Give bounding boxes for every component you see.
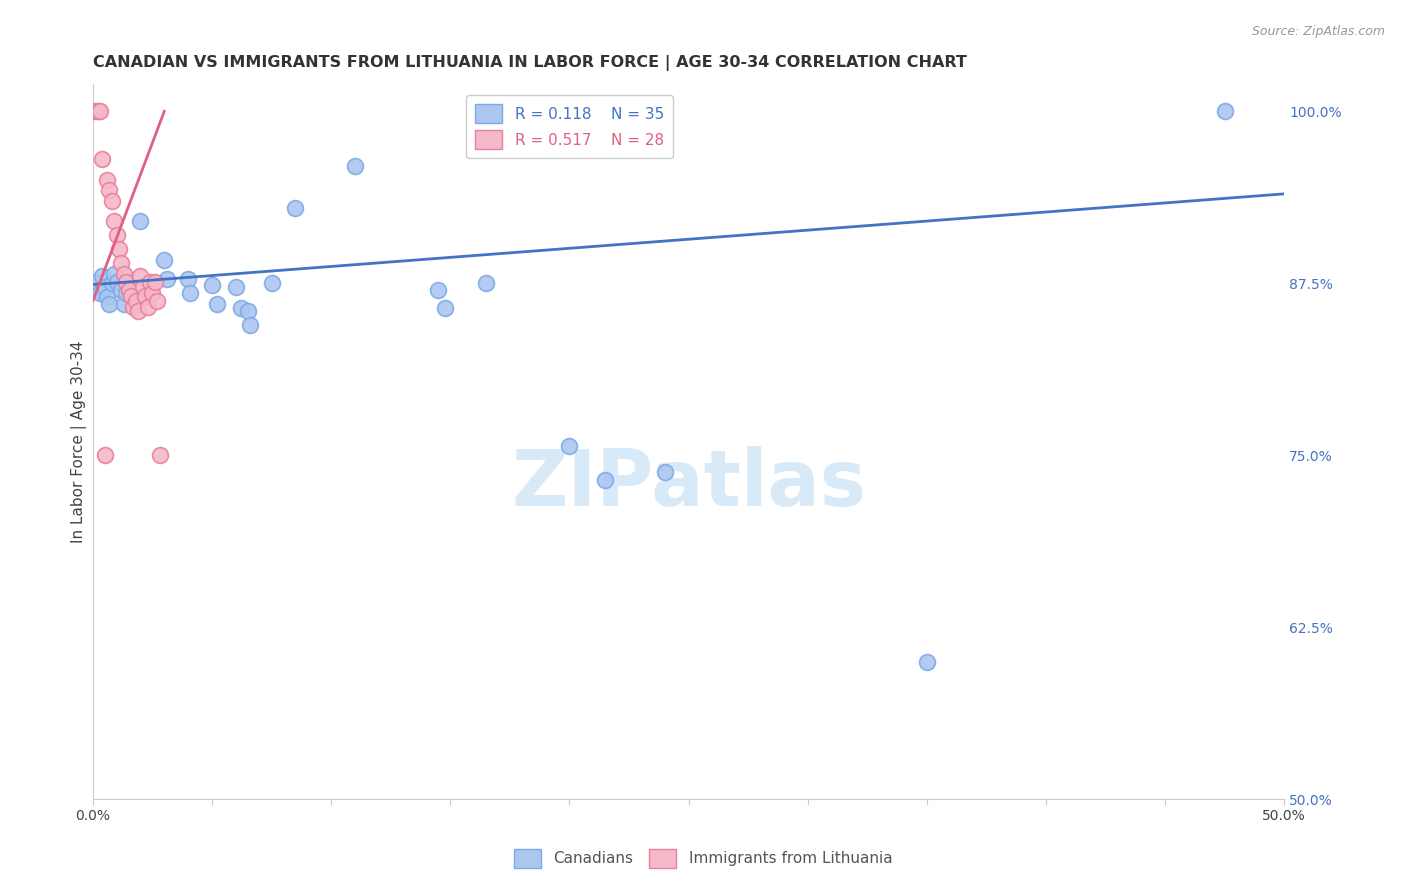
Point xyxy=(132,280,155,294)
Point xyxy=(89,285,111,300)
Point xyxy=(86,283,108,297)
Point xyxy=(96,173,118,187)
Point xyxy=(129,214,152,228)
Point xyxy=(434,301,457,315)
Point xyxy=(110,255,132,269)
Point xyxy=(201,277,224,292)
Point xyxy=(103,267,125,281)
Point xyxy=(141,285,163,300)
Point xyxy=(136,300,159,314)
Legend: Canadians, Immigrants from Lithuania: Canadians, Immigrants from Lithuania xyxy=(508,843,898,873)
Point xyxy=(96,290,118,304)
Point xyxy=(225,280,247,294)
Point xyxy=(98,297,121,311)
Point xyxy=(179,285,201,300)
Point xyxy=(205,297,228,311)
Text: ZIPatlas: ZIPatlas xyxy=(510,446,866,523)
Point xyxy=(112,267,135,281)
Point xyxy=(284,201,307,215)
Point xyxy=(593,473,616,487)
Point xyxy=(129,269,152,284)
Point xyxy=(98,183,121,197)
Y-axis label: In Labor Force | Age 30-34: In Labor Force | Age 30-34 xyxy=(72,340,87,542)
Point xyxy=(101,277,124,291)
Point xyxy=(93,448,115,462)
Point xyxy=(105,275,128,289)
Point xyxy=(146,294,169,309)
Point xyxy=(84,275,107,289)
Point xyxy=(103,214,125,228)
Point xyxy=(91,153,114,167)
Point xyxy=(84,104,107,119)
Point xyxy=(148,448,170,462)
Point xyxy=(915,655,938,669)
Point xyxy=(93,280,115,294)
Point xyxy=(125,294,148,309)
Point xyxy=(239,318,262,332)
Point xyxy=(654,465,676,479)
Text: Source: ZipAtlas.com: Source: ZipAtlas.com xyxy=(1251,25,1385,38)
Point xyxy=(115,285,138,300)
Point xyxy=(117,283,139,297)
Legend: R = 0.118    N = 35, R = 0.517    N = 28: R = 0.118 N = 35, R = 0.517 N = 28 xyxy=(465,95,673,158)
Point xyxy=(110,283,132,297)
Point xyxy=(1213,104,1236,119)
Point xyxy=(134,288,156,302)
Point xyxy=(139,275,162,289)
Point xyxy=(112,297,135,311)
Point xyxy=(475,277,498,291)
Point xyxy=(91,269,114,284)
Point xyxy=(122,300,145,314)
Point xyxy=(143,275,166,289)
Point xyxy=(177,272,200,286)
Point xyxy=(427,283,450,297)
Point xyxy=(86,104,108,119)
Point xyxy=(156,272,179,286)
Point xyxy=(558,439,581,453)
Point xyxy=(105,228,128,243)
Point xyxy=(127,303,149,318)
Point xyxy=(229,301,252,315)
Point xyxy=(89,104,111,119)
Point xyxy=(260,277,283,291)
Text: CANADIAN VS IMMIGRANTS FROM LITHUANIA IN LABOR FORCE | AGE 30-34 CORRELATION CHA: CANADIAN VS IMMIGRANTS FROM LITHUANIA IN… xyxy=(93,55,967,71)
Point xyxy=(101,194,124,208)
Point xyxy=(108,242,131,256)
Point xyxy=(153,252,176,267)
Point xyxy=(236,303,259,318)
Point xyxy=(343,159,366,173)
Point xyxy=(115,275,138,289)
Point xyxy=(120,288,142,302)
